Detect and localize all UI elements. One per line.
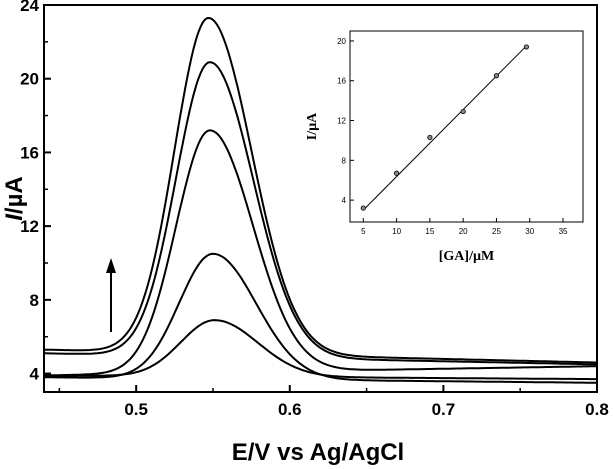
inset-data-point xyxy=(427,134,433,141)
increase-arrow-head xyxy=(106,258,116,273)
inset-y-tick-label: 8 xyxy=(342,156,347,165)
voltammogram-curve-4 xyxy=(44,61,597,366)
inset-data-point xyxy=(360,205,366,211)
inset-calibration-plot: 5 10 15 20 25 30 35 4 8 12 16 20 [GA]/µM I/µA xyxy=(305,30,584,264)
y-tick-label: 20 xyxy=(20,70,39,89)
inset-x-tick-label: 25 xyxy=(492,227,501,236)
y-axis-title-symbol: I xyxy=(1,213,28,221)
x-tick-label: 0.6 xyxy=(278,400,302,419)
inset-x-tick-label: 15 xyxy=(425,227,434,236)
y-tick-label: 12 xyxy=(20,217,39,236)
inset-x-tick-label: 10 xyxy=(392,227,401,236)
main-plot-frame xyxy=(43,4,598,393)
x-tick-label: 0.7 xyxy=(432,400,456,419)
inset-x-axis-title: [GA]/µM xyxy=(439,249,495,264)
y-tick-label: 4 xyxy=(30,365,40,384)
inset-fit-line xyxy=(362,45,527,211)
inset-x-tick-label: 5 xyxy=(361,227,366,236)
inset-y-tick-label: 16 xyxy=(337,77,346,86)
x-tick-label: 0.5 xyxy=(124,400,148,419)
inset-data-point xyxy=(460,108,466,115)
inset-x-tick-label: 30 xyxy=(525,227,534,236)
y-tick-label: 16 xyxy=(20,143,39,162)
inset-y-tick-label: 12 xyxy=(337,117,346,126)
voltammogram-curve-3 xyxy=(44,129,597,377)
inset-y-tick-label: 20 xyxy=(337,37,346,46)
inset-data-point xyxy=(393,170,400,176)
inset-x-tick-label: 20 xyxy=(459,227,468,236)
y-axis-title: I/µA xyxy=(1,176,28,221)
inset-y-axis-title: I/µA xyxy=(305,112,320,140)
inset-data-point xyxy=(493,73,500,79)
y-tick-label: 8 xyxy=(30,291,39,310)
inset-y-tick-label: 4 xyxy=(342,196,347,205)
x-tick-label: 0.8 xyxy=(585,400,609,419)
voltammogram-curve-5 xyxy=(44,16,597,364)
x-axis-title: E/V vs Ag/AgCl xyxy=(232,439,404,466)
y-tick-label: 24 xyxy=(20,0,39,15)
inset-data-point xyxy=(523,44,530,50)
inset-x-tick-label: 35 xyxy=(559,227,568,236)
y-axis-title-unit: /µA xyxy=(1,176,28,214)
inset-frame xyxy=(349,30,584,223)
voltammogram-curve-2 xyxy=(44,252,597,384)
